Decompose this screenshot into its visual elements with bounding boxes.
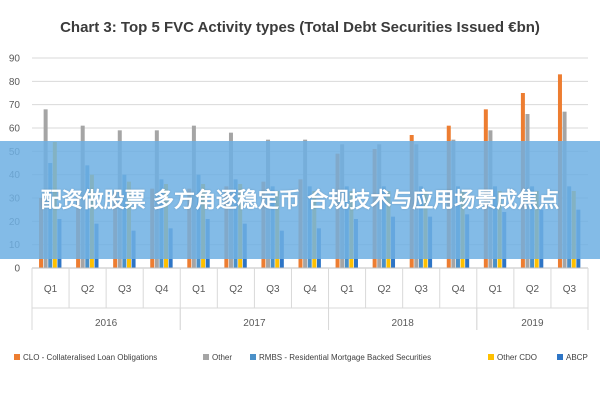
- group-label: 2017: [243, 318, 266, 329]
- y-tick-label: 80: [9, 77, 21, 88]
- y-tick-label: 90: [9, 54, 21, 65]
- group-label: 2018: [392, 318, 415, 329]
- x-axis: Q1 Q2 Q3 Q4 Q1 Q2 Q3 Q4 Q1 Q2 Q3 Q4 Q1 Q2 Q3 2016 2017 20…: [31, 267, 589, 330]
- legend: CLO - Collateralised Loan Obligations Oth…: [14, 353, 588, 362]
- x-tick-label: Q3: [118, 284, 132, 295]
- group-label: 2016: [95, 318, 118, 329]
- chart-title: Chart 3: Top 5 FVC Activity types (Total…: [60, 19, 540, 36]
- x-tick-label: Q1: [489, 284, 503, 295]
- x-tick-label: Q4: [452, 284, 466, 295]
- legend-label: RMBS - Residential Mortgage Backed Secur…: [259, 353, 431, 362]
- x-tick-label: Q2: [81, 284, 95, 295]
- legend-label: ABCP: [566, 353, 588, 362]
- legend-swatch: [557, 354, 563, 360]
- y-tick-label: 0: [14, 264, 20, 275]
- x-tick-label: Q1: [44, 284, 58, 295]
- x-tick-label: Q4: [303, 284, 317, 295]
- legend-swatch: [488, 354, 494, 360]
- x-tick-label: Q2: [377, 284, 391, 295]
- y-tick-label: 60: [9, 124, 21, 135]
- legend-swatch: [203, 354, 209, 360]
- legend-label: CLO - Collateralised Loan Obligations: [23, 353, 157, 362]
- legend-label: Other: [212, 353, 232, 362]
- x-tick-label: Q1: [192, 284, 206, 295]
- overlay-banner: 配资做股票 多方角逐稳定币 合规技术与应用场景成焦点: [0, 141, 600, 259]
- x-tick-label: Q2: [526, 284, 540, 295]
- x-tick-label: Q4: [155, 284, 169, 295]
- x-tick-label: Q3: [415, 284, 429, 295]
- x-tick-label: Q1: [340, 284, 354, 295]
- legend-label: Other CDO: [497, 353, 537, 362]
- legend-swatch: [14, 354, 20, 360]
- y-tick-label: 70: [9, 100, 21, 111]
- legend-swatch: [250, 354, 256, 360]
- x-tick-label: Q3: [266, 284, 280, 295]
- overlay-text: 配资做股票 多方角逐稳定币 合规技术与应用场景成焦点: [40, 187, 560, 212]
- x-tick-label: Q3: [563, 284, 577, 295]
- group-label: 2019: [521, 318, 544, 329]
- x-tick-label: Q2: [229, 284, 243, 295]
